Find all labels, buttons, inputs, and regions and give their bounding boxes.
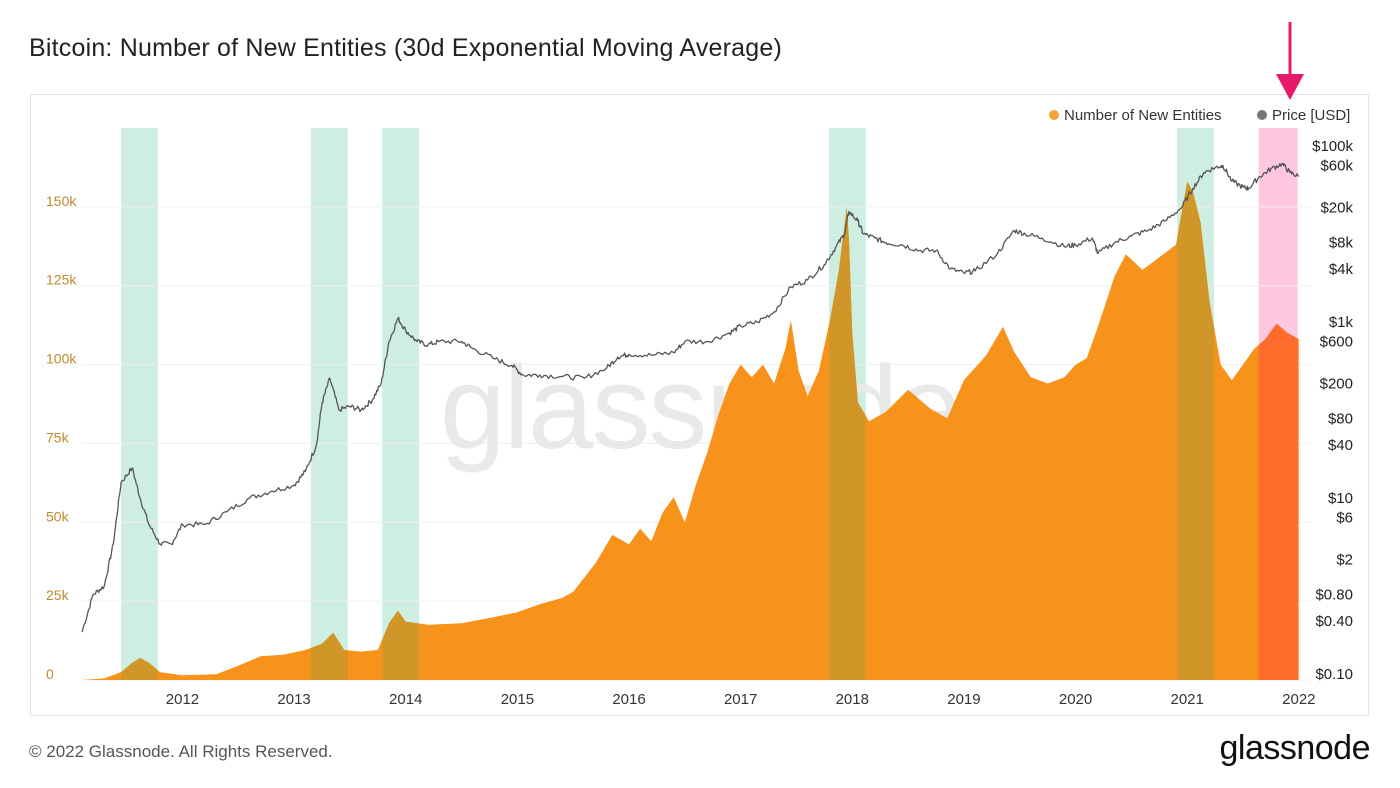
green-band-0 (121, 128, 158, 680)
legend-label-price: Price [USD] (1272, 107, 1350, 124)
arrow-head (1276, 74, 1304, 100)
y-right-tick-14: $0.40 (1315, 613, 1353, 630)
y-axis-left: 0 25k 50k 75k 100k 125k 150k (46, 193, 77, 682)
y-right-tick-4: $4k (1329, 261, 1354, 278)
x-tick-2015: 2015 (501, 691, 534, 708)
entities-area-path (82, 181, 1299, 680)
green-band-1 (310, 128, 348, 680)
chart-title: Bitcoin: Number of New Entities (30d Exp… (29, 34, 782, 62)
y-right-tick-3: $8k (1329, 235, 1354, 252)
y-right-tick-11: $6 (1336, 510, 1353, 527)
y-right-tick-13: $0.80 (1315, 587, 1353, 604)
y-right-tick-9: $40 (1328, 437, 1353, 454)
y-left-tick-6: 150k (46, 193, 77, 209)
glassnode-logo: glassnode (1219, 729, 1370, 767)
legend: Number of New Entities Price [USD] (1049, 107, 1350, 124)
y-right-tick-1: $60k (1320, 158, 1353, 175)
x-tick-2021: 2021 (1171, 691, 1204, 708)
y-left-tick-0: 0 (46, 666, 54, 682)
y-left-tick-5: 125k (46, 272, 77, 288)
x-tick-2017: 2017 (724, 691, 757, 708)
y-left-tick-3: 75k (46, 429, 70, 445)
price-line-path (81, 162, 1300, 633)
y-left-tick-4: 100k (46, 351, 77, 367)
legend-label-entities: Number of New Entities (1064, 107, 1222, 124)
y-axis-right: $100k $60k $20k $8k $4k $1k $600 $200 $80 $40 $10 $… (1312, 138, 1353, 683)
x-tick-2012: 2012 (166, 691, 199, 708)
y-left-tick-2: 50k (46, 508, 70, 524)
x-tick-2019: 2019 (947, 691, 980, 708)
copyright-text: © 2022 Glassnode. All Rights Reserved. (29, 742, 333, 761)
y-right-tick-7: $200 (1320, 376, 1353, 393)
legend-dot-price (1257, 110, 1267, 120)
entities-area (82, 181, 1299, 680)
x-tick-2013: 2013 (277, 691, 310, 708)
y-right-tick-10: $10 (1328, 490, 1353, 507)
y-right-tick-8: $80 (1328, 411, 1353, 428)
x-tick-2014: 2014 (389, 691, 422, 708)
x-tick-2018: 2018 (836, 691, 869, 708)
y-right-tick-0: $100k (1312, 138, 1353, 155)
legend-dot-entities (1049, 110, 1059, 120)
green-band-2 (382, 128, 420, 680)
x-tick-2022: 2022 (1282, 691, 1315, 708)
price-line (81, 162, 1300, 633)
y-right-tick-5: $1k (1329, 314, 1354, 331)
y-right-tick-2: $20k (1320, 200, 1353, 217)
annotation-arrow (1276, 22, 1304, 100)
y-right-tick-12: $2 (1336, 552, 1353, 569)
x-tick-2016: 2016 (612, 691, 645, 708)
y-right-tick-15: $0.10 (1315, 666, 1353, 683)
x-tick-2020: 2020 (1059, 691, 1092, 708)
x-axis: 2012 2013 2014 2015 2016 2017 2018 2019 2020 2021… (166, 691, 1316, 708)
y-right-tick-6: $600 (1320, 334, 1353, 351)
y-left-tick-1: 25k (46, 587, 70, 603)
